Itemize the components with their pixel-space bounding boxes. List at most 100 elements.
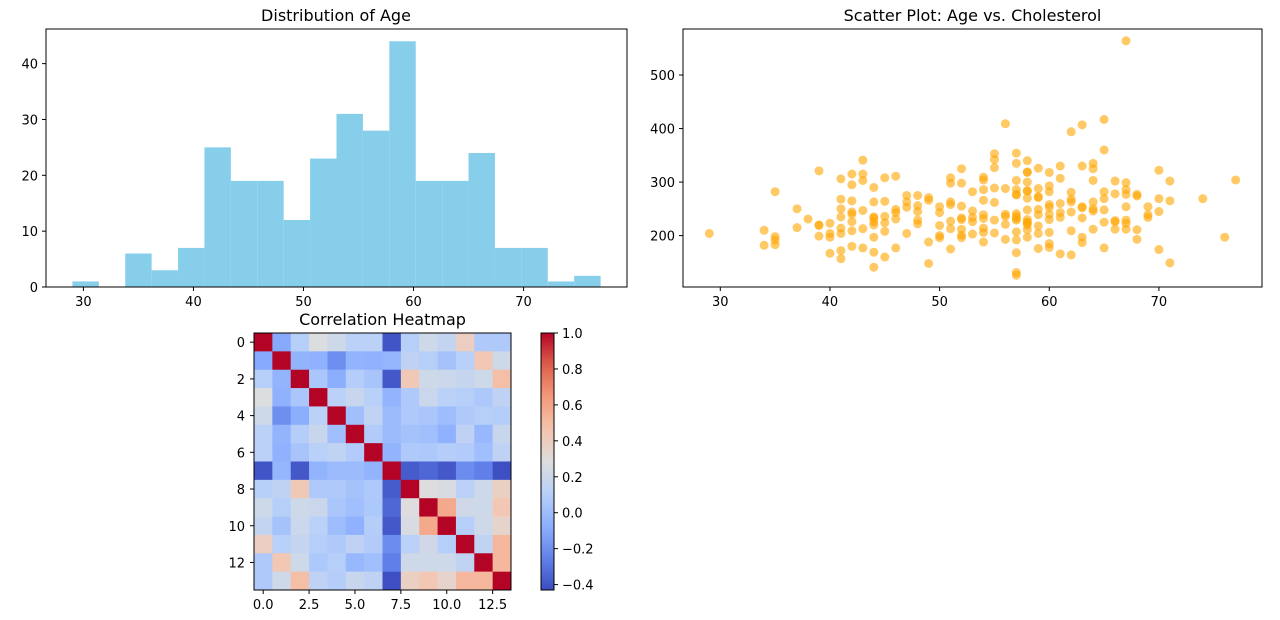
scatter-point [1088, 224, 1098, 234]
y-tick-label: 500 [650, 69, 675, 84]
scatter-point [1033, 184, 1043, 194]
heatmap-cell [327, 333, 347, 352]
scatter-point [891, 214, 901, 224]
heatmap-cell [254, 553, 273, 572]
heatmap-cell [437, 461, 457, 481]
scatter-point [978, 227, 988, 237]
scatter-point [989, 155, 999, 165]
histogram-bar [72, 281, 99, 287]
histogram-bar [125, 253, 152, 287]
colorbar-frame [540, 332, 555, 591]
scatter-panel: Scatter Plot: Age vs. Cholesterol 30 40 50… [650, 6, 1263, 310]
scatter-point [1011, 175, 1021, 185]
scatter-point [946, 216, 956, 226]
heatmap-cell [364, 479, 383, 499]
heatmap-cell [382, 553, 402, 572]
heatmap-cell [474, 534, 493, 554]
heatmap-cell [345, 351, 365, 371]
scatter-point [1011, 248, 1021, 258]
scatter-point [1099, 194, 1109, 204]
scatter-point [836, 246, 846, 256]
scatter-point [957, 201, 967, 211]
scatter-point [1132, 189, 1142, 199]
heatmap-cell [400, 333, 420, 352]
scatter-point [989, 197, 999, 207]
scatter-point [891, 204, 901, 214]
scatter-point [770, 240, 780, 250]
heatmap-cell [327, 424, 347, 444]
scatter-point [1110, 176, 1120, 186]
scatter-point [814, 231, 824, 241]
scatter-point [1055, 208, 1065, 218]
heatmap-cell [290, 553, 310, 572]
scatter-point [814, 220, 824, 230]
heatmap-cell [400, 498, 420, 517]
heatmap-cell [254, 406, 273, 426]
scatter-point [1154, 165, 1164, 175]
heatmap-cell [364, 351, 383, 371]
scatter-point [1077, 161, 1087, 171]
x-tick-label: 10.0 [432, 598, 461, 613]
heatmap-cell [455, 351, 475, 371]
heatmap-cell [419, 516, 438, 536]
scatter-point [1055, 173, 1065, 183]
scatter-point [825, 218, 835, 228]
colorbar-tick-label: 0.6 [562, 399, 583, 414]
heatmap-cell [455, 443, 475, 462]
heatmap-cell [419, 461, 438, 481]
heatmap-cell [492, 443, 512, 462]
histogram-bar [204, 147, 231, 287]
scatter-point [880, 173, 890, 183]
heatmap-cell [364, 333, 383, 352]
scatter-point [968, 187, 977, 197]
scatter-point [847, 169, 857, 179]
scatter-point [858, 155, 868, 165]
heatmap-cell [364, 443, 383, 462]
heatmap-cell [327, 498, 347, 517]
heatmap-cell [290, 571, 310, 591]
heatmap-cell [455, 406, 475, 426]
x-tick-label: 50 [295, 295, 312, 310]
scatter-point [1220, 232, 1230, 242]
scatter-point [880, 226, 890, 236]
heatmap-cell [492, 534, 512, 554]
scatter-point [1132, 225, 1142, 235]
heatmap-cell [382, 534, 402, 554]
y-tick-label: 400 [650, 123, 675, 138]
histogram-bar [362, 130, 390, 287]
heatmap-cell [382, 369, 402, 389]
x-tick-label: 2.5 [299, 598, 320, 613]
colorbar-tick-label: 0.0 [562, 507, 583, 522]
scatter-point [1055, 161, 1065, 171]
heatmap-cell [327, 534, 347, 554]
scatter-point [858, 175, 868, 185]
scatter-point [1022, 167, 1032, 177]
heatmap-axes-frame [253, 332, 512, 591]
scatter-point [1022, 193, 1032, 203]
heatmap-cell [327, 571, 347, 591]
heatmap-cell [309, 406, 328, 426]
scatter-point [968, 229, 977, 239]
heatmap-cell [400, 553, 420, 572]
scatter-point [1033, 221, 1043, 231]
heatmap-cell [474, 424, 493, 444]
histogram-bar [178, 247, 205, 287]
scatter-point [1077, 232, 1087, 242]
heatmap-cell [400, 369, 420, 389]
scatter-point [1154, 194, 1164, 204]
x-tick-label: 50 [931, 295, 948, 310]
heatmap-cell [364, 388, 383, 407]
scatter-point [957, 178, 967, 188]
scatter-point [847, 209, 857, 219]
heatmap-cell [437, 479, 457, 499]
heatmap-cell [400, 571, 420, 591]
heatmap-cell [437, 553, 457, 572]
scatter-point [858, 169, 868, 179]
histogram-bar [310, 158, 337, 287]
scatter-point [935, 231, 945, 241]
heatmap-cell [364, 571, 383, 591]
heatmap-cell [309, 424, 328, 444]
scatter-point [1088, 164, 1098, 174]
scatter-point [902, 197, 912, 207]
heatmap-cell [272, 516, 292, 536]
